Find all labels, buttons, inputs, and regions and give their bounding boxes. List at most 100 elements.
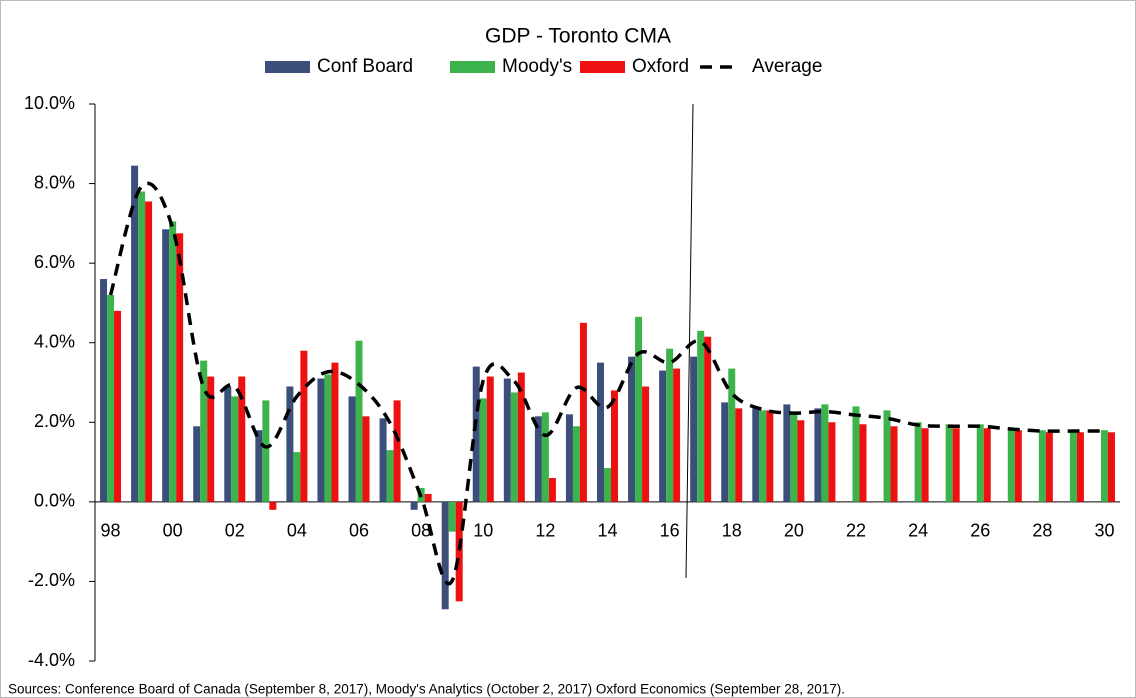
x-tick-label: 24 [908, 521, 928, 541]
x-tick-label: 00 [163, 521, 183, 541]
bar [176, 233, 184, 502]
y-tick-label: 0.0% [34, 491, 75, 511]
x-tick-label: 28 [1032, 521, 1052, 541]
x-tick-label: 18 [722, 521, 742, 541]
bar [255, 430, 263, 502]
bar [262, 400, 270, 502]
y-tick-label: 2.0% [34, 411, 75, 431]
bar [628, 356, 636, 502]
bar [162, 229, 170, 502]
legend-label: Conf Board [317, 56, 413, 77]
x-tick-label: 02 [225, 521, 245, 541]
bar [355, 340, 363, 502]
x-tick-label: 20 [784, 521, 804, 541]
bar [759, 410, 767, 502]
y-tick-label: 4.0% [34, 331, 75, 351]
bar [783, 404, 791, 502]
bar [1069, 430, 1077, 502]
bar [673, 368, 681, 502]
bar [766, 410, 774, 502]
source-note: Sources: Conference Board of Canada (Sep… [8, 682, 845, 697]
bar [114, 310, 122, 502]
bar [138, 191, 146, 502]
x-tick-label: 08 [411, 521, 431, 541]
bar [976, 424, 984, 502]
bar [348, 396, 356, 502]
bar [1076, 432, 1084, 502]
x-tick-label: 06 [349, 521, 369, 541]
bar [479, 398, 487, 502]
bar [597, 362, 604, 502]
bar [642, 386, 650, 502]
bar [821, 404, 829, 502]
bar [286, 386, 294, 502]
legend-label: Average [752, 56, 822, 77]
bar [572, 426, 580, 502]
bar [604, 468, 611, 502]
x-tick-label: 10 [473, 521, 493, 541]
bar [1100, 430, 1108, 502]
x-tick-label: 14 [597, 521, 617, 541]
chart-title: GDP - Toronto CMA [485, 25, 671, 48]
bar [224, 386, 232, 502]
bar [231, 396, 239, 502]
bar [790, 414, 798, 502]
bar [666, 348, 674, 502]
legend-label: Moody's [502, 56, 572, 77]
bar [100, 279, 108, 502]
bar [721, 402, 729, 502]
bar [386, 450, 394, 502]
bar [193, 426, 201, 502]
bar [797, 420, 805, 502]
bar [890, 426, 898, 502]
bar [735, 408, 743, 502]
bar [883, 410, 891, 502]
x-tick-label: 12 [535, 521, 555, 541]
bar [238, 376, 246, 502]
bar [317, 378, 325, 502]
bar [548, 477, 556, 502]
bar [921, 428, 929, 502]
y-tick-label: 6.0% [34, 252, 75, 272]
y-tick-label: -2.0% [28, 570, 75, 590]
bar [200, 360, 208, 502]
bar [690, 356, 698, 502]
y-tick-label: 8.0% [34, 172, 75, 192]
bar [517, 372, 525, 502]
y-tick-label: -4.0% [28, 650, 75, 670]
average-line [108, 181, 1105, 586]
legend-swatch [580, 61, 625, 73]
bar [1007, 428, 1015, 502]
bar [324, 374, 332, 502]
bar [1045, 432, 1053, 502]
bar [579, 322, 587, 502]
bar [1038, 430, 1046, 502]
legend-label: Oxford [632, 56, 689, 77]
y-tick-label: 10.0% [24, 93, 75, 113]
bar [293, 452, 301, 502]
bar [362, 416, 370, 502]
bar [424, 493, 432, 502]
bar [983, 428, 991, 502]
bar [441, 501, 449, 610]
bar [145, 201, 153, 502]
bar [814, 408, 822, 502]
bar [486, 376, 494, 502]
bar [852, 406, 860, 502]
bar [503, 378, 511, 502]
bar [107, 294, 115, 502]
bar [945, 424, 953, 502]
legend-swatch [265, 61, 310, 73]
bar [565, 414, 573, 502]
forecast-divider [685, 103, 694, 579]
bar [859, 424, 867, 502]
bar [472, 366, 480, 502]
bar [659, 370, 667, 502]
bar [207, 376, 215, 502]
x-tick-label: 22 [846, 521, 866, 541]
bar [704, 336, 712, 502]
x-tick-label: 16 [660, 521, 680, 541]
x-tick-label: 04 [287, 521, 307, 541]
bar [269, 501, 277, 510]
bar [541, 412, 549, 502]
